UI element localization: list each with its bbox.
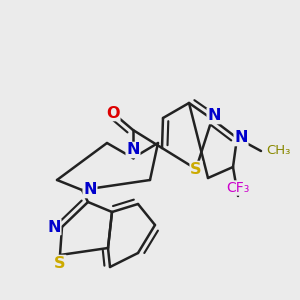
Text: N: N <box>83 182 97 197</box>
Text: N: N <box>207 109 221 124</box>
Text: N: N <box>126 142 140 158</box>
Text: N: N <box>234 130 248 146</box>
Text: S: S <box>190 161 202 176</box>
Text: CF₃: CF₃ <box>226 181 250 195</box>
Text: N: N <box>47 220 61 235</box>
Text: O: O <box>106 106 120 121</box>
Text: S: S <box>54 256 66 271</box>
Text: CH₃: CH₃ <box>266 145 290 158</box>
